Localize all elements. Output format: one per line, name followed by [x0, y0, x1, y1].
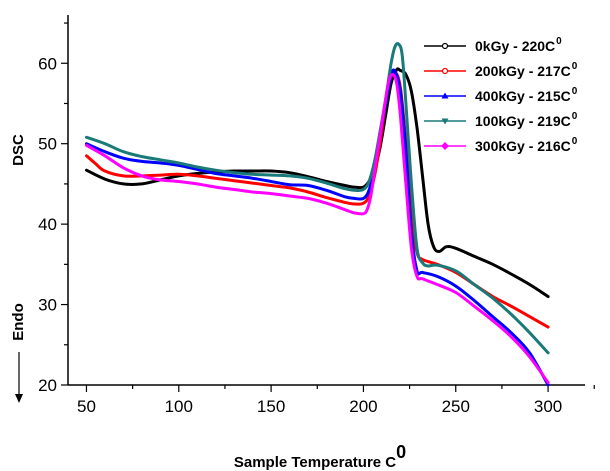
legend-label: 100kGy - 219C [475, 113, 571, 129]
y-tick-label: 60 [38, 54, 57, 73]
legend-label: 400kGy - 215C [475, 88, 571, 104]
legend-item-1: 200kGy - 217C 0 [424, 61, 578, 79]
legend-item-4: 300kGy - 216C 0 [424, 136, 578, 154]
y-tick-label: 30 [38, 296, 57, 315]
legend-label-sup: 0 [572, 61, 578, 72]
legend-item-3: 100kGy - 219C 0 [424, 111, 578, 129]
legend-marker-icon [443, 69, 448, 74]
x-tick-label: 150 [257, 397, 285, 416]
x-tick-label: 50 [77, 397, 96, 416]
y-tick-label: 40 [38, 215, 57, 234]
x-tick-label: 100 [165, 397, 193, 416]
y-tick-label: 50 [38, 135, 57, 154]
ticks: 50 100 150 200 250 300 20 30 40 50 60 [38, 23, 594, 416]
y-axis-title: DSC [10, 134, 27, 166]
legend-label-sup: 0 [572, 111, 578, 122]
legend-item-2: 400kGy - 215C 0 [424, 86, 578, 104]
legend-marker-icon [441, 142, 449, 150]
x-tick-label: 250 [442, 397, 470, 416]
legend-label-sup: 0 [556, 36, 562, 47]
legend-marker-icon [443, 44, 448, 49]
x-axis-title: Sample Temperature C0 [234, 442, 406, 471]
x-tick-label: 300 [534, 397, 562, 416]
x-axis-title-text: Sample Temperature C [234, 454, 396, 471]
legend-item-0: 0kGy - 220C 0 [424, 36, 562, 54]
legend-label: 200kGy - 217C [475, 63, 571, 79]
y-axis-secondary-label: Endo [10, 303, 27, 341]
endo-arrow [15, 352, 23, 403]
legend-label-sup: 0 [572, 136, 578, 147]
legend-label-sup: 0 [572, 86, 578, 97]
x-tick-label: 200 [349, 397, 377, 416]
legend-label: 300kGy - 216C [475, 138, 571, 154]
y-tick-label: 20 [38, 376, 57, 395]
legend-label: 0kGy - 220C [475, 38, 555, 54]
x-axis-title-sup: 0 [396, 442, 406, 462]
